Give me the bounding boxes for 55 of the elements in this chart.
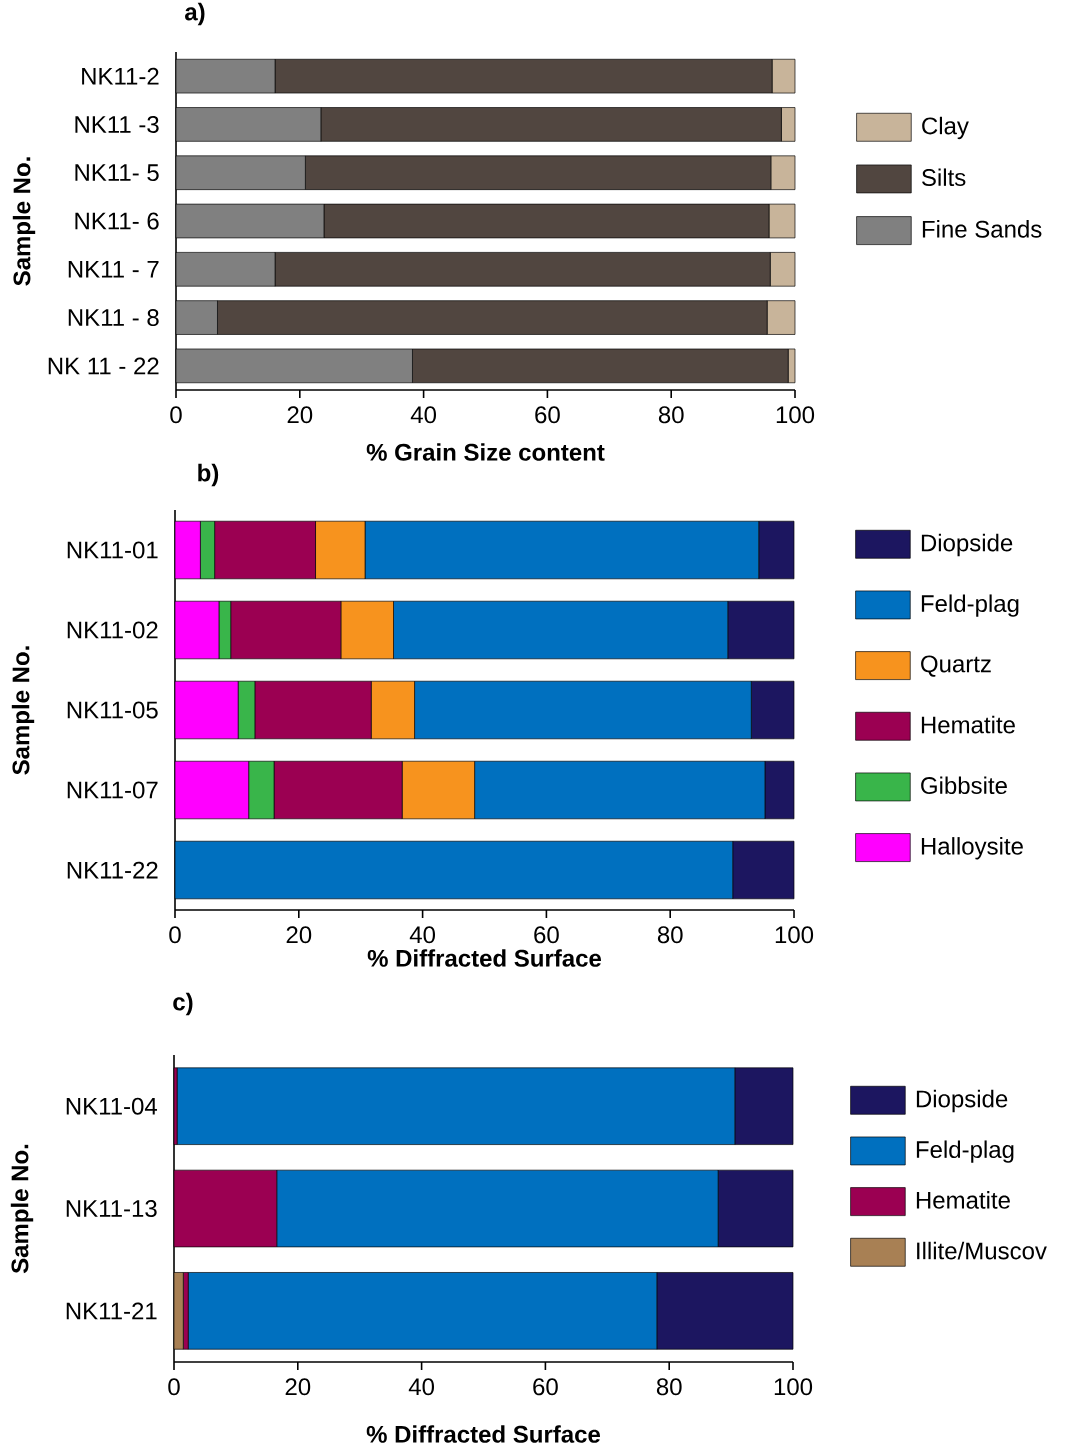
legend-label: Feld-plag <box>921 594 1019 617</box>
y-tick-label: NK11-01 <box>67 541 158 559</box>
x-tick-label: 20 <box>287 406 313 424</box>
y-tick-label: NK11 -3 <box>75 115 159 133</box>
y-tick-label: NK11-13 <box>66 1200 157 1218</box>
x-tick-label: 100 <box>775 926 814 944</box>
legend-label: Diopside <box>921 533 1013 557</box>
y-tick-label: NK11-07 <box>67 781 158 799</box>
y-axis-title: Sample No. <box>11 646 35 775</box>
x-tick-label: 60 <box>534 926 559 944</box>
x-tick-label: 100 <box>776 406 815 424</box>
legend-label: Hematite <box>916 1191 1010 1209</box>
chart-title: a) <box>185 2 205 26</box>
legend-label: Fine Sands <box>922 220 1042 238</box>
x-tick-label: 0 <box>168 1378 180 1396</box>
y-axis-title: Sample No. <box>10 1144 34 1274</box>
y-tick-label: NK11-02 <box>67 621 158 639</box>
x-tick-label: 60 <box>533 1378 558 1396</box>
legend-label: Diopside <box>916 1089 1008 1113</box>
x-axis-title: % Diffracted Surface <box>367 949 601 967</box>
y-tick-label: NK11 - 7 <box>68 261 159 278</box>
legend-label: Silts <box>922 168 966 187</box>
y-tick-label: NK11 - 8 <box>68 309 159 327</box>
x-tick-label: 100 <box>774 1378 813 1396</box>
chart-title: c) <box>173 992 193 1016</box>
legend-label: Halloysite <box>921 837 1023 860</box>
y-tick-label: NK11- 5 <box>75 164 159 182</box>
y-tick-label: NK11-21 <box>66 1302 157 1320</box>
x-axis-title: % Diffracted Surface <box>366 1425 600 1443</box>
y-tick-label: NK11-05 <box>67 701 158 719</box>
x-tick-label: 20 <box>286 926 312 944</box>
x-axis-title: % Grain Size content <box>366 443 605 461</box>
x-tick-label: 40 <box>408 1378 435 1396</box>
x-tick-label: 60 <box>535 406 560 424</box>
x-tick-label: 80 <box>658 406 684 424</box>
y-tick-label: NK11-2 <box>82 67 159 85</box>
x-tick-label: 0 <box>170 406 182 424</box>
x-tick-label: 0 <box>169 926 181 944</box>
x-tick-label: 80 <box>657 926 683 944</box>
y-axis-title: Sample No. <box>12 157 36 286</box>
legend-label: Gibbsite <box>921 776 1007 795</box>
legend-label: Hematite <box>921 715 1015 734</box>
x-tick-label: 20 <box>285 1378 311 1396</box>
y-tick-label: NK 11 - 22 <box>48 357 159 375</box>
y-tick-label: NK11- 6 <box>75 212 159 230</box>
legend-label: Illite/Muscov <box>917 1241 1047 1260</box>
x-tick-label: 40 <box>410 406 437 424</box>
y-tick-label: NK11-04 <box>66 1097 158 1115</box>
legend-label: Quartz <box>921 655 991 677</box>
x-tick-label: 40 <box>409 926 436 944</box>
chart-title: b) <box>198 463 219 487</box>
x-tick-label: 80 <box>656 1378 682 1396</box>
legend-label: Clay <box>922 116 969 140</box>
legend-label: Feld-plag <box>916 1140 1014 1163</box>
y-tick-label: NK11-22 <box>67 861 158 879</box>
